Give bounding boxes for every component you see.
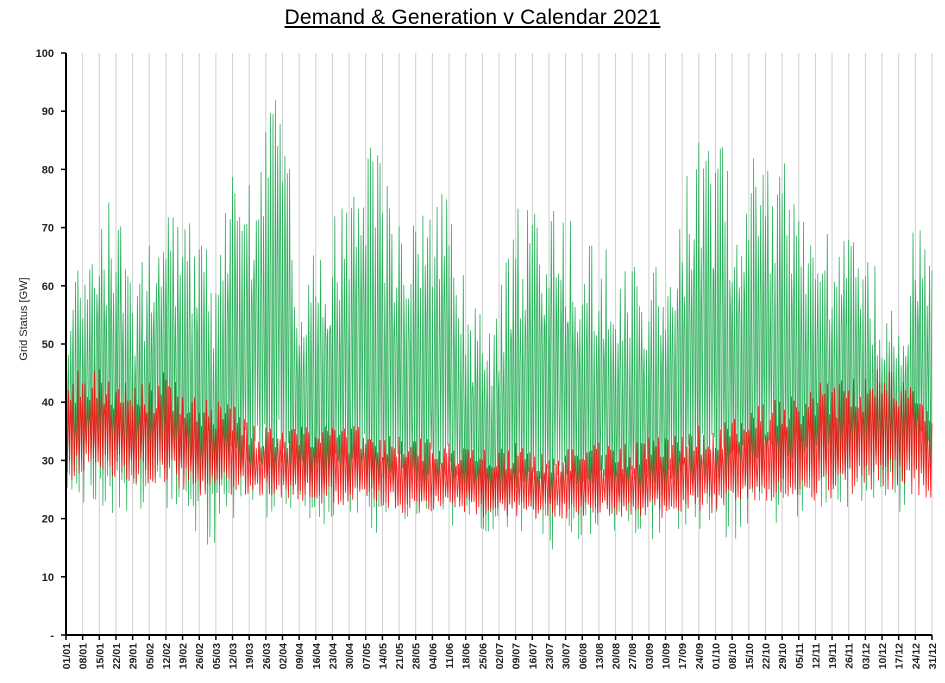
x-tick-label: 23/04 bbox=[327, 643, 339, 669]
x-tick-label: 31/12 bbox=[927, 643, 939, 669]
y-tick-label: 70 bbox=[42, 223, 54, 235]
x-tick-label: 17/09 bbox=[677, 643, 689, 669]
y-tick-label: 40 bbox=[42, 397, 54, 409]
x-tick-label: 15/10 bbox=[744, 643, 756, 669]
x-tick-label: 24/12 bbox=[910, 643, 922, 669]
x-tick-label: 12/11 bbox=[810, 643, 822, 669]
x-tick-label: 14/05 bbox=[377, 643, 389, 669]
y-tick-labels: - 10 20 30 40 50 60 70 80 90 100 bbox=[36, 48, 55, 642]
x-tick-label: 30/07 bbox=[561, 643, 573, 669]
y-tick-label: 30 bbox=[42, 455, 54, 467]
x-tick-labels: 01/01 08/01 15/01 22/01 29/01 05/02 12/02 19/02… bbox=[61, 643, 939, 669]
x-tick-label: 16/07 bbox=[527, 643, 539, 669]
y-tick-label: 80 bbox=[42, 164, 54, 176]
x-tick-label: 22/10 bbox=[760, 643, 772, 669]
x-tick-label: 08/10 bbox=[727, 643, 739, 669]
axes bbox=[61, 52, 933, 640]
x-gridlines bbox=[82, 53, 933, 635]
y-tick-label: 50 bbox=[42, 339, 54, 351]
x-tick-label: 05/11 bbox=[794, 643, 806, 669]
y-tick-label: 100 bbox=[36, 48, 54, 60]
x-tick-label: 05/02 bbox=[144, 643, 156, 669]
x-tick-label: 12/03 bbox=[228, 643, 240, 669]
x-tick-label: 08/01 bbox=[78, 643, 90, 669]
x-tick-label: 03/09 bbox=[644, 643, 656, 669]
x-tick-label: 26/03 bbox=[261, 643, 273, 669]
x-tick-label: 10/12 bbox=[877, 643, 889, 669]
series-layer bbox=[65, 100, 933, 550]
y-tick-label: 60 bbox=[42, 281, 54, 293]
x-tick-label: 19/03 bbox=[244, 643, 256, 669]
x-tick-label: 28/05 bbox=[411, 643, 423, 669]
x-tick-label: 21/05 bbox=[394, 643, 406, 669]
x-tick-label: 26/02 bbox=[194, 643, 206, 669]
x-tick-label: 27/08 bbox=[627, 643, 639, 669]
series-line-demand bbox=[65, 369, 933, 519]
x-tick-label: 09/07 bbox=[511, 643, 523, 669]
x-tick-label: 20/08 bbox=[611, 643, 623, 669]
x-tick-label: 11/06 bbox=[444, 643, 456, 669]
x-tick-label: 03/12 bbox=[860, 643, 872, 669]
x-tick-label: 05/03 bbox=[211, 643, 223, 669]
x-tick-label: 19/11 bbox=[827, 643, 839, 669]
x-tick-label: 02/04 bbox=[278, 643, 290, 669]
x-tick-label: 16/04 bbox=[311, 643, 323, 669]
x-tick-label: 04/06 bbox=[427, 643, 439, 669]
x-tick-label: 19/02 bbox=[178, 643, 190, 669]
x-tick-label: 22/01 bbox=[111, 643, 123, 669]
x-tick-label: 01/10 bbox=[711, 643, 723, 669]
x-tick-label: 06/08 bbox=[577, 643, 589, 669]
x-tick-label: 18/06 bbox=[461, 643, 473, 669]
y-axis-label: Grid Status [GW] bbox=[18, 277, 30, 360]
x-tick-label: 15/01 bbox=[94, 643, 106, 669]
y-tick-label: 90 bbox=[42, 106, 54, 118]
x-tick-label: 02/07 bbox=[494, 643, 506, 669]
x-tick-label: 17/12 bbox=[894, 643, 906, 669]
x-tick-label: 26/11 bbox=[844, 643, 856, 669]
y-tick-label: 10 bbox=[42, 572, 54, 584]
x-tick-label: 07/05 bbox=[361, 643, 373, 669]
x-tick-label: 25/06 bbox=[477, 643, 489, 669]
y-tick-label: 20 bbox=[42, 514, 54, 526]
y-tick-label: - bbox=[50, 630, 54, 642]
x-tick-label: 09/04 bbox=[294, 643, 306, 669]
x-tick-label: 12/02 bbox=[161, 643, 173, 669]
x-tick-label: 24/09 bbox=[694, 643, 706, 669]
chart-title: Demand & Generation v Calendar 2021 bbox=[284, 6, 661, 29]
x-tick-label: 23/07 bbox=[544, 643, 556, 669]
x-tick-label: 10/09 bbox=[661, 643, 673, 669]
x-tick-label: 01/01 bbox=[61, 643, 73, 669]
x-tick-label: 29/01 bbox=[128, 643, 140, 669]
x-tick-label: 30/04 bbox=[344, 643, 356, 669]
x-tick-label: 29/10 bbox=[777, 643, 789, 669]
x-tick-label: 13/08 bbox=[594, 643, 606, 669]
